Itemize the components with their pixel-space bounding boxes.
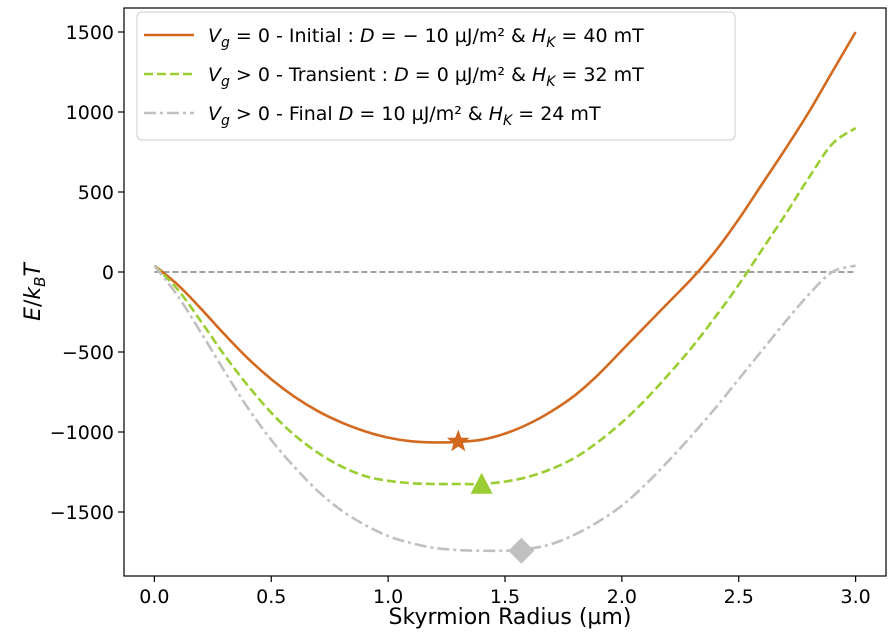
x-tick-label: 2.0: [607, 586, 637, 608]
x-tick-label: 0.5: [256, 586, 286, 608]
y-tick-label: 1500: [66, 22, 114, 44]
minimum-marker-star: [446, 429, 470, 452]
y-tick-label: 1000: [66, 102, 114, 124]
legend-box: [136, 11, 736, 141]
y-tick-label: −1000: [50, 422, 114, 444]
x-tick-label: 2.5: [724, 586, 754, 608]
series-line-transient: [153, 126, 857, 486]
minimum-marker-triangle: [470, 472, 493, 494]
legend: Vg = 0 - Initial : D = − 10 µJ/m² & HK =…: [136, 11, 736, 141]
y-tick-label: −1500: [50, 502, 114, 524]
y-axis-label: E/kBT: [21, 262, 49, 321]
y-tick-label: −500: [62, 342, 114, 364]
x-tick-label: 1.0: [373, 586, 403, 608]
legend-label-initial: Vg = 0 - Initial : D = − 10 µJ/m² & HK =…: [208, 25, 644, 51]
minimum-marker-diamond: [508, 537, 535, 564]
x-tick-label: 3.0: [841, 586, 871, 608]
y-tick-label: 500: [78, 182, 114, 204]
x-axis-label: Skyrmion Radius (µm): [389, 605, 632, 630]
series-line-initial: [153, 31, 857, 444]
legend-label-transient: Vg > 0 - Transient : D = 0 µJ/m² & HK = …: [208, 64, 644, 90]
series-line-final: [153, 264, 856, 553]
y-tick-label: 0: [102, 262, 114, 284]
x-tick-label: 0.0: [139, 586, 169, 608]
legend-label-final: Vg > 0 - Final D = 10 µJ/m² & HK = 24 mT: [208, 103, 601, 129]
x-tick-label: 1.5: [490, 586, 520, 608]
